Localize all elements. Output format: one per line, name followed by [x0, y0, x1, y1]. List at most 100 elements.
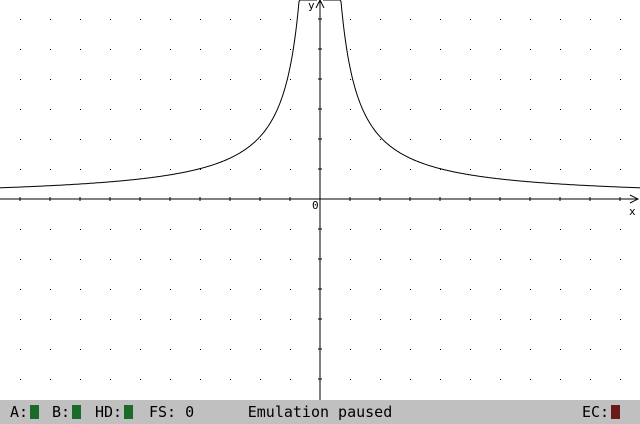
grid-dot: [290, 289, 291, 290]
grid-dot: [170, 319, 171, 320]
grid-dot: [410, 349, 411, 350]
grid-dot: [590, 79, 591, 80]
grid-dot: [530, 349, 531, 350]
grid-dot: [230, 19, 231, 20]
grid-dot: [500, 349, 501, 350]
grid-dot: [590, 19, 591, 20]
grid-dot: [470, 379, 471, 380]
grid-dot: [80, 289, 81, 290]
grid-dot: [560, 379, 561, 380]
grid-dot: [440, 379, 441, 380]
grid-dot: [410, 109, 411, 110]
grid-dot: [560, 259, 561, 260]
grid-dot: [590, 259, 591, 260]
grid-dots: [20, 19, 621, 380]
grid-dot: [380, 289, 381, 290]
grid-dot: [440, 319, 441, 320]
curve-left-branch: [0, 0, 317, 189]
grid-dot: [620, 109, 621, 110]
grid-dot: [50, 289, 51, 290]
grid-dot: [530, 289, 531, 290]
grid-dot: [350, 109, 351, 110]
grid-dot: [200, 259, 201, 260]
grid-dot: [470, 169, 471, 170]
y-axis-arrow: [315, 0, 325, 9]
grid-dot: [50, 109, 51, 110]
grid-dot: [410, 49, 411, 50]
grid-dot: [140, 79, 141, 80]
grid-dot: [200, 49, 201, 50]
grid-dot: [500, 289, 501, 290]
grid-dot: [290, 49, 291, 50]
grid-dot: [200, 289, 201, 290]
grid-dot: [290, 19, 291, 20]
grid-dot: [620, 289, 621, 290]
grid-dot: [410, 19, 411, 20]
grid-dot: [230, 49, 231, 50]
grid-dot: [20, 139, 21, 140]
grid-dot: [110, 259, 111, 260]
grid-dot: [110, 19, 111, 20]
grid-dot: [200, 169, 201, 170]
grid-dot: [200, 109, 201, 110]
grid-dot: [80, 349, 81, 350]
grid-dot: [530, 259, 531, 260]
grid-dot: [80, 19, 81, 20]
grid-dot: [290, 379, 291, 380]
grid-dot: [590, 319, 591, 320]
grid-dot: [530, 169, 531, 170]
grid-dot: [200, 229, 201, 230]
grid-dot: [140, 19, 141, 20]
grid-dot: [170, 229, 171, 230]
grid-dot: [50, 379, 51, 380]
grid-dot: [500, 79, 501, 80]
grid-dot: [20, 169, 21, 170]
grid-dot: [470, 139, 471, 140]
grid-dot: [170, 139, 171, 140]
grid-dot: [80, 109, 81, 110]
grid-dot: [380, 109, 381, 110]
grid-dot: [50, 139, 51, 140]
grid-dot: [500, 319, 501, 320]
grid-dot: [260, 79, 261, 80]
grid-dot: [170, 19, 171, 20]
grid-dot: [50, 229, 51, 230]
grid-dot: [530, 79, 531, 80]
grid-dot: [470, 319, 471, 320]
grid-dot: [50, 349, 51, 350]
ec-label: EC:: [582, 403, 610, 421]
grid-dot: [230, 229, 231, 230]
grid-dot: [80, 229, 81, 230]
grid-dot: [560, 229, 561, 230]
grid-dot: [350, 259, 351, 260]
grid-dot: [350, 229, 351, 230]
grid-dot: [530, 19, 531, 20]
y-axis-label: y: [308, 0, 315, 12]
grid-dot: [620, 19, 621, 20]
grid-dot: [290, 169, 291, 170]
grid-dot: [410, 139, 411, 140]
grid-dot: [80, 49, 81, 50]
grid-dot: [230, 379, 231, 380]
grid-dot: [560, 349, 561, 350]
grid-dot: [20, 229, 21, 230]
grid-dot: [110, 79, 111, 80]
grid-dot: [620, 259, 621, 260]
grid-dot: [140, 49, 141, 50]
grid-dot: [20, 349, 21, 350]
grid-dot: [350, 379, 351, 380]
grid-dot: [230, 319, 231, 320]
grid-dot: [410, 259, 411, 260]
function-graph: x y 0: [0, 0, 640, 400]
grid-dot: [290, 79, 291, 80]
grid-dot: [440, 169, 441, 170]
grid-dot: [560, 19, 561, 20]
grid-dot: [260, 49, 261, 50]
grid-dot: [440, 19, 441, 20]
grid-dot: [530, 139, 531, 140]
grid-dot: [260, 139, 261, 140]
drive-a-indicator: A:: [10, 400, 40, 424]
grid-dot: [530, 49, 531, 50]
grid-dot: [410, 379, 411, 380]
grid-dot: [140, 379, 141, 380]
